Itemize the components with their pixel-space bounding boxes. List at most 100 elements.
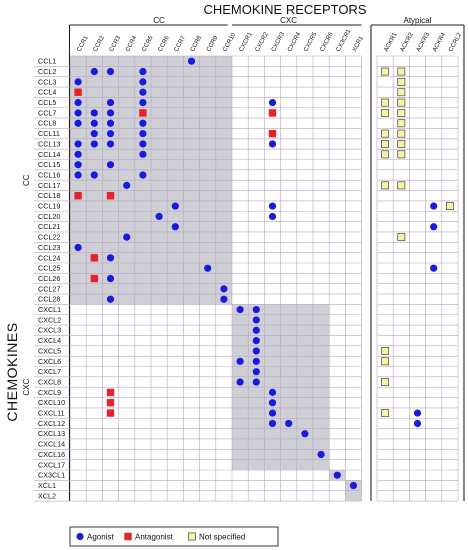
not-specified-mark: [397, 233, 406, 242]
agonist-mark: [171, 202, 179, 210]
not-specified-mark: [397, 150, 406, 159]
antagonist-mark: [74, 88, 82, 96]
not-specified-mark: [381, 357, 390, 366]
antagonist-mark: [139, 109, 147, 117]
legend-not-specified-swatch: [188, 532, 196, 541]
row-header: XCL2: [38, 491, 56, 500]
col-group-label: CXC: [280, 16, 297, 25]
not-specified-mark: [381, 98, 390, 107]
row-header: CCL4: [38, 88, 56, 97]
not-specified-mark: [381, 378, 390, 386]
agonist-mark: [74, 140, 82, 148]
agonist-mark: [106, 98, 115, 107]
agonist-mark: [252, 357, 260, 365]
antagonist-mark: [106, 192, 115, 200]
interaction-marks: [74, 57, 454, 490]
column-header: CXCR2: [254, 31, 270, 53]
agonist-mark: [106, 109, 115, 117]
agonist-mark: [430, 264, 438, 272]
not-specified-mark: [397, 181, 406, 190]
agonist-mark: [106, 254, 115, 262]
agonist-mark: [74, 150, 82, 158]
agonist-mark: [252, 305, 260, 314]
row-header: CXCL8: [38, 377, 61, 386]
agonist-mark: [268, 409, 277, 417]
agonist-mark: [74, 161, 82, 169]
row-header: CCL5: [38, 98, 56, 107]
agonist-mark: [139, 98, 147, 107]
agonist-mark: [220, 285, 228, 293]
not-specified-mark: [445, 202, 454, 211]
agonist-mark: [301, 430, 309, 438]
column-header: CCR7: [173, 34, 187, 53]
row-header: CXCL11: [38, 409, 65, 418]
agonist-mark: [74, 109, 82, 117]
not-specified-mark: [397, 98, 406, 107]
agonist-mark: [106, 119, 115, 127]
agonist-mark: [74, 243, 82, 252]
agonist-mark: [349, 481, 358, 490]
row-header: CXCL16: [38, 450, 65, 459]
agonist-mark: [252, 326, 260, 334]
row-header: CCL11: [38, 129, 60, 138]
agonist-mark: [268, 98, 277, 107]
not-specified-mark: [381, 67, 390, 76]
row-header: CXCL10: [38, 398, 65, 407]
row-header: CXCL17: [38, 460, 65, 469]
not-specified-mark: [397, 119, 406, 128]
not-specified-mark: [397, 129, 406, 138]
agonist-mark: [413, 419, 422, 428]
row-header: CCL18: [38, 191, 60, 200]
not-specified-mark: [381, 129, 390, 138]
agonist-mark: [236, 305, 244, 314]
agonist-mark: [268, 388, 277, 396]
row-header: CCL25: [38, 264, 60, 273]
y-axis-title: CHEMOKINES: [4, 322, 20, 421]
row-header: CXCL9: [38, 388, 61, 397]
column-header: CCR3: [108, 34, 122, 53]
agonist-mark: [139, 150, 147, 158]
agonist-mark: [236, 378, 244, 386]
row-header: CXCL3: [38, 326, 61, 335]
not-specified-mark: [381, 140, 390, 148]
agonist-mark: [139, 67, 147, 76]
column-header: CXCR4: [286, 31, 302, 53]
column-header: ACKR3: [415, 31, 431, 53]
agonist-mark: [171, 223, 179, 231]
column-header: CXCR5: [302, 31, 318, 53]
column-header: CCR1: [76, 34, 90, 53]
antagonist-mark: [268, 129, 277, 138]
row-header: CXCL6: [38, 357, 61, 366]
row-header: CCL28: [38, 295, 60, 304]
agonist-mark: [155, 212, 163, 221]
row-group-label: CC: [22, 174, 31, 186]
column-header: ACKR1: [383, 31, 399, 53]
row-header: CCL22: [38, 233, 60, 242]
antagonist-mark: [90, 254, 98, 262]
column-header: CCR2: [92, 34, 106, 53]
agonist-mark: [252, 316, 260, 324]
row-header: CXCL5: [38, 346, 61, 355]
agonist-mark: [285, 419, 293, 428]
agonist-mark: [123, 181, 131, 189]
row-header: CCL3: [38, 77, 56, 86]
agonist-mark: [74, 171, 82, 179]
column-header: CCR8: [189, 34, 203, 53]
row-header: CCL14: [38, 150, 60, 159]
agonist-mark: [333, 471, 341, 479]
column-header: CXCR1: [238, 31, 254, 53]
agonist-mark: [220, 295, 228, 303]
legend-label: Agonist: [87, 533, 114, 542]
not-specified-mark: [397, 67, 406, 76]
grid-lines: [69, 55, 459, 502]
row-header: CXCL14: [38, 440, 65, 449]
row-group-label: CXC: [22, 379, 31, 396]
agonist-mark: [187, 57, 196, 65]
agonist-mark: [139, 130, 147, 138]
not-specified-mark: [381, 347, 390, 355]
agonist-mark: [90, 119, 98, 127]
agonist-mark: [139, 140, 147, 148]
